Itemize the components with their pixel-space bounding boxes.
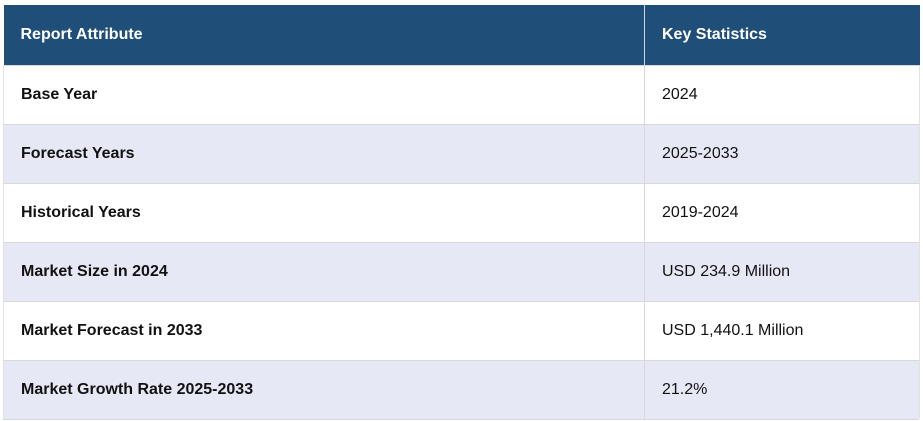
table-header: Report Attribute Key Statistics	[3, 5, 920, 65]
report-attributes-table: Report Attribute Key Statistics Base Yea…	[3, 5, 920, 419]
row-value-cell: USD 1,440.1 Million	[644, 300, 920, 360]
row-value-cell: 2024	[644, 64, 920, 124]
row-attribute-cell: Market Forecast in 2033	[3, 300, 645, 360]
column-header-statistics: Key Statistics	[644, 5, 920, 65]
row-attribute-cell: Market Size in 2024	[3, 241, 645, 301]
report-attributes-table-container: Report Attribute Key Statistics Base Yea…	[3, 5, 920, 420]
row-attribute-cell: Base Year	[3, 64, 645, 124]
row-value-cell: 2025-2033	[644, 123, 920, 183]
row-attribute-cell: Historical Years	[3, 182, 645, 242]
table-row: Forecast Years 2025-2033	[3, 123, 920, 183]
table-row: Market Size in 2024 USD 234.9 Million	[3, 241, 920, 301]
row-value-cell: 2019-2024	[644, 182, 920, 242]
table-row: Market Growth Rate 2025-2033 21.2%	[3, 359, 920, 419]
table-body: Base Year 2024 Forecast Years 2025-2033 …	[3, 64, 920, 419]
row-attribute-cell: Market Growth Rate 2025-2033	[3, 359, 645, 419]
row-attribute-cell: Forecast Years	[3, 123, 645, 183]
row-value-cell: USD 234.9 Million	[644, 241, 920, 301]
header-row: Report Attribute Key Statistics	[3, 5, 920, 65]
row-value-cell: 21.2%	[644, 359, 920, 419]
column-header-attribute: Report Attribute	[3, 5, 645, 65]
table-row: Market Forecast in 2033 USD 1,440.1 Mill…	[3, 300, 920, 360]
table-row: Base Year 2024	[3, 64, 920, 124]
table-row: Historical Years 2019-2024	[3, 182, 920, 242]
